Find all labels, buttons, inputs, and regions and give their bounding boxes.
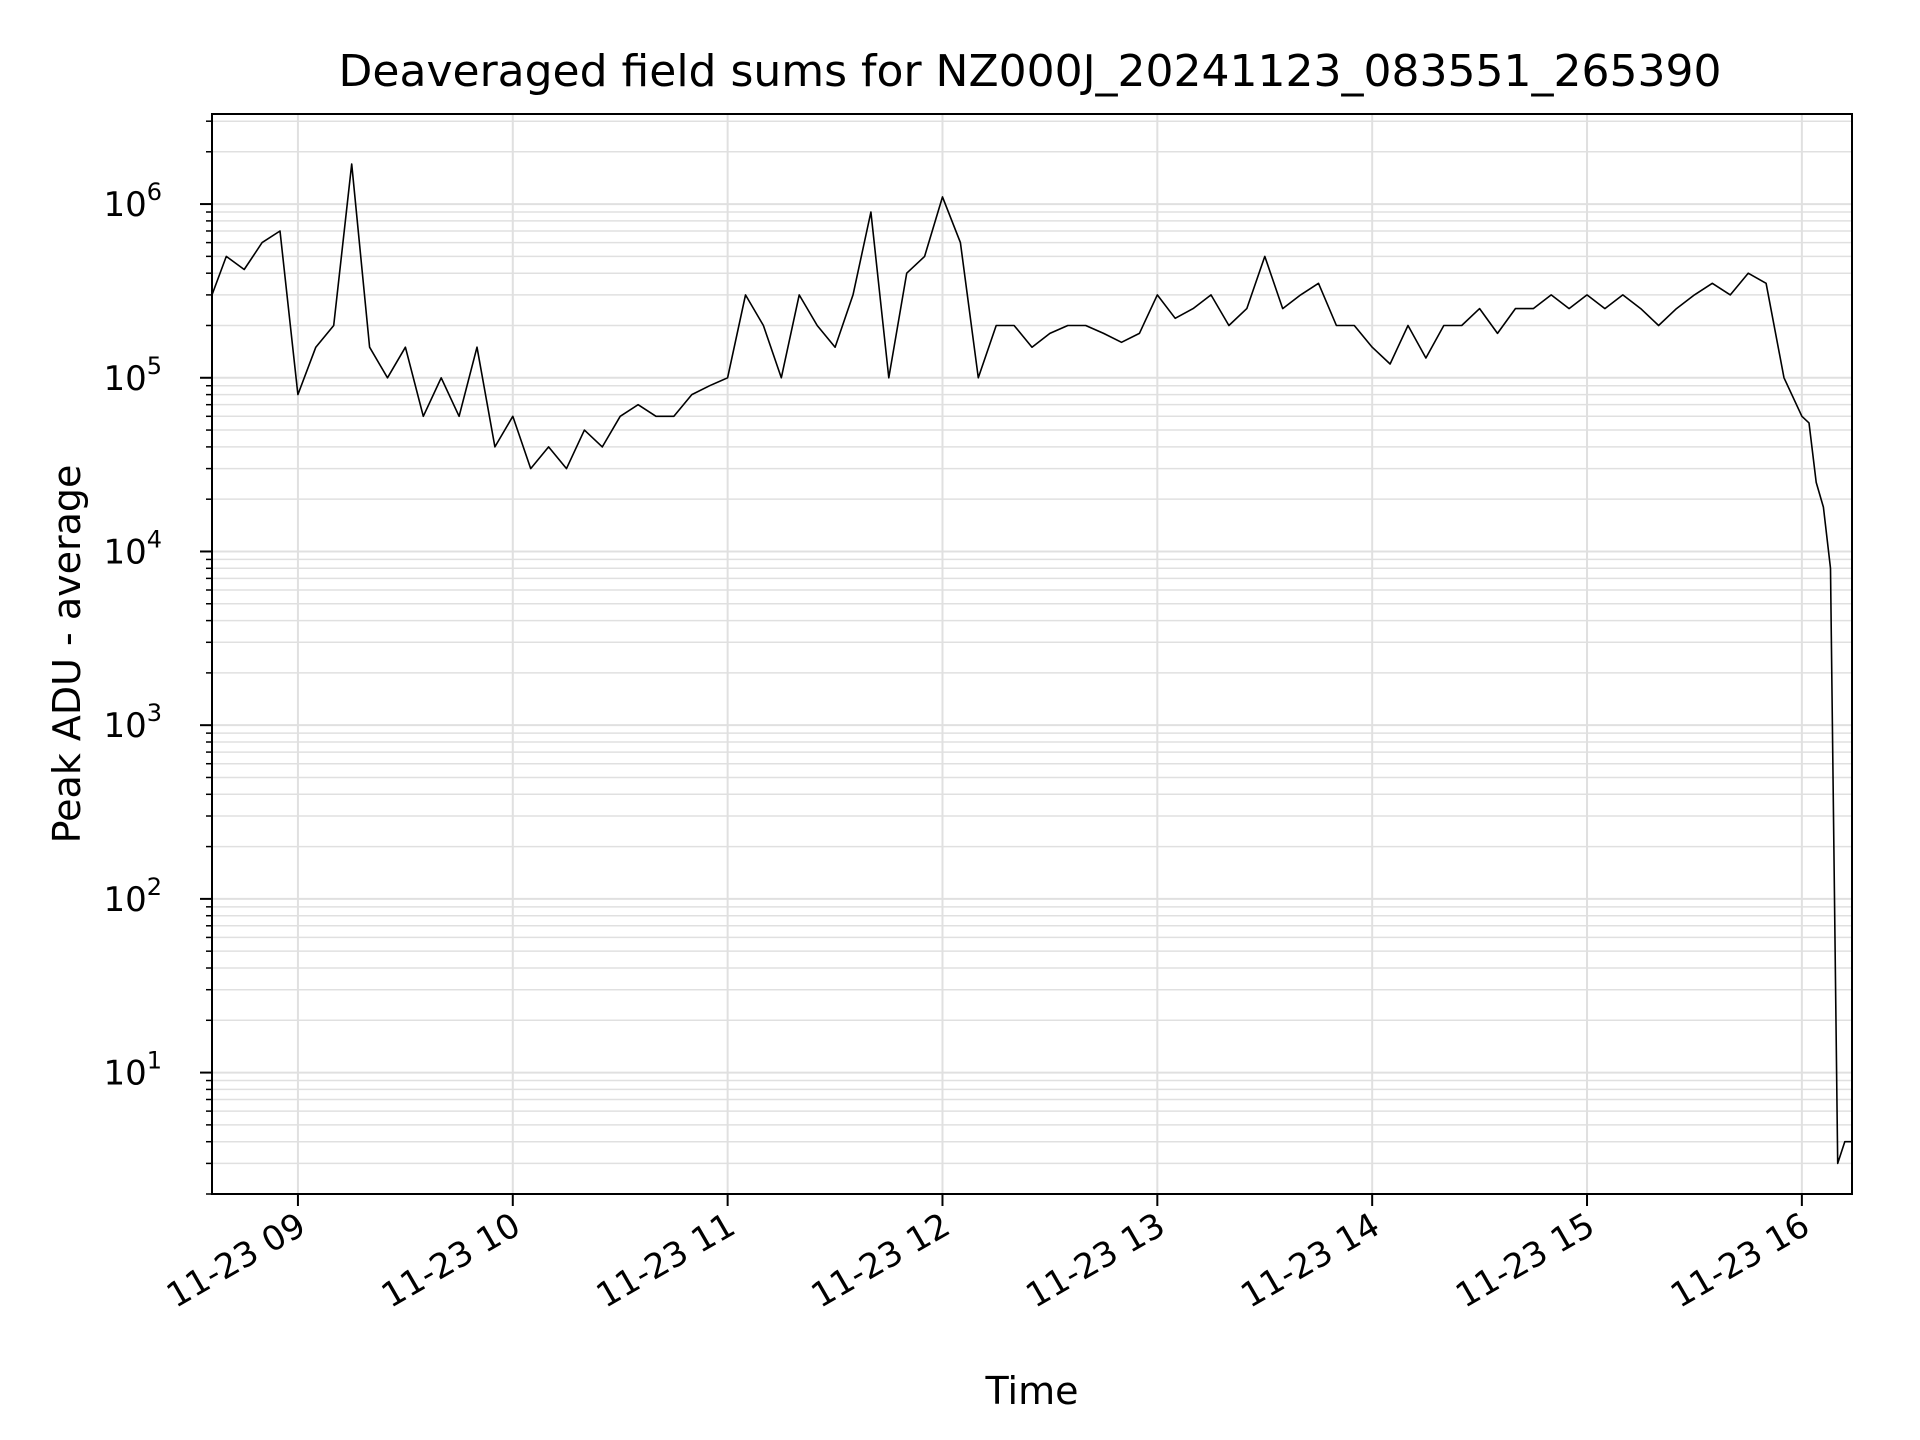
y-tick-label: 103 <box>103 699 162 746</box>
y-tick-label: 104 <box>103 525 162 572</box>
y-tick-label: 101 <box>103 1047 162 1094</box>
chart-title: Deaveraged field sums for NZ000J_2024112… <box>339 46 1722 97</box>
y-axis-label: Peak ADU - average <box>45 465 89 844</box>
plot-frame <box>211 113 1853 1195</box>
y-tick-label: 105 <box>103 352 162 399</box>
plot-area <box>211 163 1852 1165</box>
x-axis-label: Time <box>985 1369 1079 1413</box>
series-line-0 <box>211 163 1852 1165</box>
y-tick-label: 102 <box>103 873 162 920</box>
y-tick-label: 106 <box>103 178 162 225</box>
